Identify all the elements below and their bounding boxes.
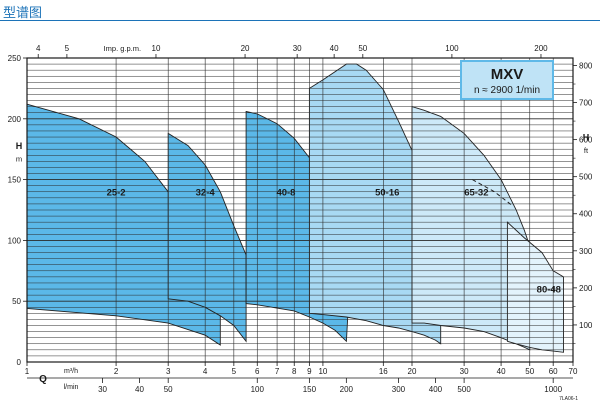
x-top-tick-label: 20 — [241, 44, 250, 53]
series-label-32-4: 32-4 — [196, 187, 216, 198]
x-lmin-tick-label: 400 — [429, 385, 443, 394]
x-lmin-tick-label: 500 — [457, 385, 471, 394]
series-curve-dashed — [472, 179, 514, 207]
x-q-tick-label: 50 — [525, 367, 534, 376]
x-q-tick-label: 16 — [379, 367, 388, 376]
x-lmin-tick-label: 50 — [164, 385, 173, 394]
x-q-tick-label: 10 — [318, 367, 327, 376]
x-lmin-tick-label: 1000 — [544, 385, 562, 394]
series-area-80-48 — [506, 221, 564, 353]
series-label-50-16: 50-16 — [375, 187, 399, 198]
plot-frame — [26, 57, 574, 363]
x-q-tick-label: 2 — [114, 367, 119, 376]
y-right-tick-label: 200 — [579, 284, 593, 293]
x-lmin-axis-unit: l/min — [64, 384, 79, 391]
y-right-tick-label: 500 — [579, 173, 593, 182]
x-top-axis-unit: Imp. g.p.m. — [104, 44, 142, 53]
x-q-axis-label: Q — [39, 374, 47, 385]
x-top-tick-label: 40 — [330, 44, 339, 53]
pump-performance-chart: 25-2 32-4 40-8 50-16 65-32 80-48 MXV n ≈ 2900 1… — [8, 44, 593, 402]
y-left-tick-label: 150 — [8, 176, 22, 185]
title-rule — [0, 20, 600, 21]
y-right-tick-label: 700 — [579, 99, 593, 108]
x-top-tick-label: 4 — [36, 44, 41, 53]
y-right-tick-label: 800 — [579, 61, 593, 70]
series-label-40-8: 40-8 — [276, 187, 295, 198]
y-right-tick-label: 100 — [579, 321, 593, 330]
series-label-80-48: 80-48 — [537, 285, 561, 296]
x-q-tick-label: 4 — [203, 367, 208, 376]
x-top-tick-label: 5 — [65, 44, 70, 53]
x-q-tick-label: 1 — [25, 367, 30, 376]
y-right-tick-label: 600 — [579, 136, 593, 145]
y-right-tick-label: 400 — [579, 210, 593, 219]
model-speed: n ≈ 2900 1/min — [474, 85, 540, 96]
y-left-axis-unit: m — [16, 154, 22, 163]
model-box — [460, 60, 554, 100]
x-q-tick-label: 40 — [497, 367, 506, 376]
x-q-tick-label: 9 — [307, 367, 312, 376]
chart-footnote: 7LA06-1 — [559, 396, 578, 402]
x-q-tick-label: 20 — [408, 367, 417, 376]
x-q-tick-label: 3 — [166, 367, 171, 376]
y-right-axis-unit: ft — [584, 146, 589, 155]
x-q-tick-label: 7 — [275, 367, 280, 376]
x-top-tick-label: 200 — [534, 44, 548, 53]
x-top-tick-label: 100 — [445, 44, 459, 53]
x-top-tick-label: 10 — [152, 44, 161, 53]
y-right-tick-label: 300 — [579, 247, 593, 256]
y-left-tick-label: 0 — [17, 358, 22, 367]
x-lmin-tick-label: 200 — [340, 385, 354, 394]
x-q-tick-label: 6 — [255, 367, 260, 376]
series-label-25-2: 25-2 — [107, 187, 126, 198]
x-q-tick-label: 60 — [549, 367, 558, 376]
x-q-tick-label: 30 — [460, 367, 469, 376]
grid-layer — [27, 58, 573, 362]
y-left-axis-label: H — [16, 141, 23, 151]
y-left-tick-label: 200 — [8, 115, 22, 124]
x-q-axis-unit: m³/h — [64, 368, 78, 375]
x-lmin-tick-label: 300 — [392, 385, 406, 394]
x-lmin-tick-label: 40 — [135, 385, 144, 394]
x-lmin-tick-label: 150 — [303, 385, 317, 394]
model-name: MXV — [491, 66, 524, 83]
x-q-tick-label: 70 — [569, 367, 578, 376]
series-label-65-32: 65-32 — [464, 187, 488, 198]
y-left-tick-label: 250 — [8, 54, 22, 63]
x-top-tick-label: 30 — [293, 44, 302, 53]
x-q-tick-label: 5 — [232, 367, 237, 376]
y-left-tick-label: 50 — [12, 297, 21, 306]
x-top-tick-label: 50 — [358, 44, 367, 53]
page-title-bar: 型谱图 — [0, 0, 600, 21]
x-lmin-tick-label: 100 — [251, 385, 265, 394]
x-lmin-tick-label: 30 — [98, 385, 107, 394]
y-right-axis-label: H — [583, 133, 590, 143]
x-q-tick-label: 8 — [292, 367, 297, 376]
y-left-tick-label: 100 — [8, 236, 22, 245]
page-title: 型谱图 — [3, 6, 43, 21]
